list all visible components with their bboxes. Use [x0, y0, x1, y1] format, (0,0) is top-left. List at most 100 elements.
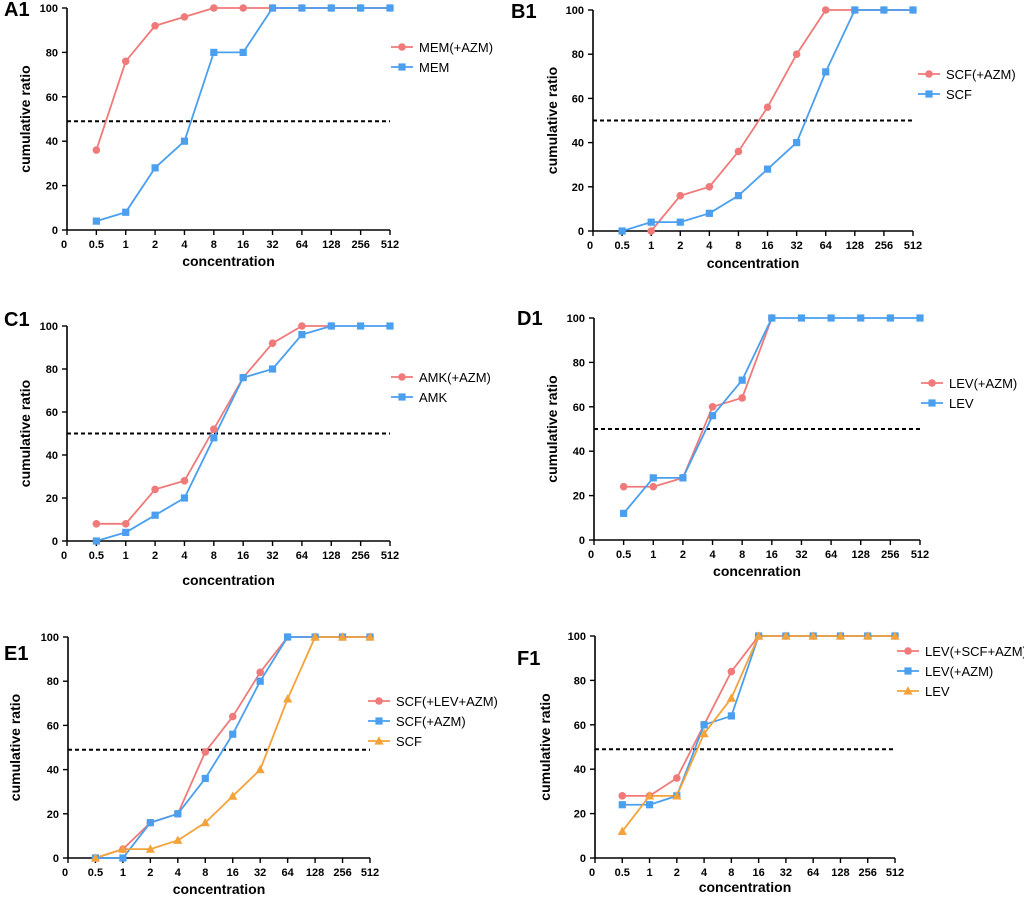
x-tick-label: 4	[181, 550, 188, 562]
series-line	[622, 635, 895, 797]
x-tick-label: 128	[846, 240, 864, 252]
data-point	[620, 509, 628, 517]
data-point	[647, 227, 655, 235]
y-tick-label: 20	[46, 493, 58, 505]
data-point	[792, 50, 801, 58]
x-tick-label: 256	[875, 240, 893, 252]
data-point	[676, 218, 684, 226]
y-tick-label: 40	[573, 446, 585, 458]
x-tick-label: 32	[266, 550, 278, 562]
y-tick-label: 100	[40, 321, 58, 333]
data-point	[92, 537, 100, 545]
y-tick-label: 0	[578, 226, 584, 238]
series-line	[95, 636, 370, 859]
data-point	[821, 6, 830, 14]
y-axis-title: cumulative ratio	[544, 375, 560, 482]
data-point	[890, 631, 900, 640]
y-axis-title: cumulative ratio	[7, 694, 23, 801]
data-point	[151, 21, 159, 30]
data-point	[357, 4, 365, 12]
legend-label: MEM	[419, 60, 449, 75]
chart-panel-b1: B1 0 20 40 60 80 100 0 0.5 1 2 4 8 16 32 64 128 256 512 con…	[511, 1, 1016, 271]
x-tick-label: 1	[123, 239, 129, 251]
x-tick-label: 512	[886, 867, 904, 879]
y-tick-label: 100	[568, 631, 586, 643]
data-point	[180, 494, 189, 502]
x-tick-label: 32	[795, 549, 807, 561]
data-point	[90, 853, 101, 862]
data-point	[644, 791, 655, 800]
legend-label: LEV	[925, 684, 950, 699]
x-tick-label: 128	[852, 549, 870, 561]
legend-marker	[904, 667, 912, 675]
data-point	[738, 394, 746, 402]
data-point	[672, 791, 682, 800]
data-point	[835, 631, 846, 640]
data-point	[145, 844, 155, 853]
x-tick-label: 512	[381, 550, 399, 562]
x-tick-label: 0.5	[615, 867, 630, 879]
data-point	[708, 412, 717, 420]
x-tick-label: 16	[761, 240, 773, 252]
data-point	[210, 4, 218, 12]
chart-panel-c1: C1 0 20 40 60 80 100 0 0.5 1 2 4 8 16 32 64 128 256 512 con…	[4, 309, 491, 588]
x-tick-label: 64	[282, 867, 295, 879]
data-point	[210, 48, 218, 56]
x-tick-label: 512	[911, 549, 929, 561]
data-point	[365, 632, 375, 641]
y-tick-label: 60	[47, 720, 59, 732]
data-point	[886, 314, 894, 322]
data-point	[256, 668, 264, 677]
x-tick-label: 64	[296, 550, 309, 562]
data-point	[880, 6, 888, 14]
series-line	[622, 317, 920, 514]
x-tick-label: 512	[381, 239, 399, 251]
legend-marker	[398, 43, 406, 51]
data-point	[822, 68, 830, 76]
data-point	[705, 183, 714, 191]
data-point	[808, 631, 818, 640]
legend-label: SCF(+AZM)	[396, 714, 466, 729]
x-tick-label: 0	[587, 240, 593, 252]
x-tick-label: 32	[791, 240, 803, 252]
series-lev-azm	[623, 317, 773, 488]
data-point	[239, 374, 247, 382]
x-axis-title: concentration	[699, 879, 792, 895]
legend-marker	[903, 686, 913, 695]
series-lev-azm	[622, 635, 895, 806]
series-amk-azm	[96, 325, 332, 525]
series-line	[96, 325, 332, 525]
y-tick-label: 80	[46, 47, 58, 59]
legend-marker	[925, 70, 933, 78]
x-tick-label: 2	[152, 239, 158, 251]
data-point	[239, 4, 247, 12]
x-tick-label: 64	[296, 239, 309, 251]
x-tick-label: 0	[62, 867, 68, 879]
y-tick-label: 80	[572, 49, 584, 61]
chart-panel-e1: E1 0 20 40 60 80 100 0 0.5 1 2 4 8 16 32 64 128 256 512 con…	[4, 632, 498, 897]
x-tick-label: 1	[650, 549, 656, 561]
y-tick-label: 60	[572, 93, 584, 105]
x-tick-label: 16	[237, 239, 249, 251]
series-lev	[621, 635, 895, 832]
data-point	[754, 631, 764, 640]
y-tick-label: 80	[46, 364, 58, 376]
data-point	[673, 774, 681, 782]
y-tick-label: 60	[46, 92, 58, 104]
data-point	[857, 314, 865, 322]
data-point	[298, 4, 306, 12]
y-tick-label: 20	[46, 181, 58, 193]
y-tick-label: 80	[573, 357, 585, 369]
x-axis-title: concentration	[182, 253, 275, 269]
legend-marker	[374, 736, 384, 745]
x-tick-label: 32	[266, 239, 278, 251]
y-tick-label: 40	[572, 138, 584, 150]
data-point	[122, 208, 130, 216]
data-point	[255, 764, 265, 774]
data-point	[337, 632, 348, 641]
data-point	[618, 227, 626, 235]
legend: SCF(+LEV+AZM) SCF(+AZM) SCF	[368, 694, 498, 749]
y-tick-label: 100	[40, 3, 58, 15]
x-tick-label: 64	[820, 240, 833, 252]
